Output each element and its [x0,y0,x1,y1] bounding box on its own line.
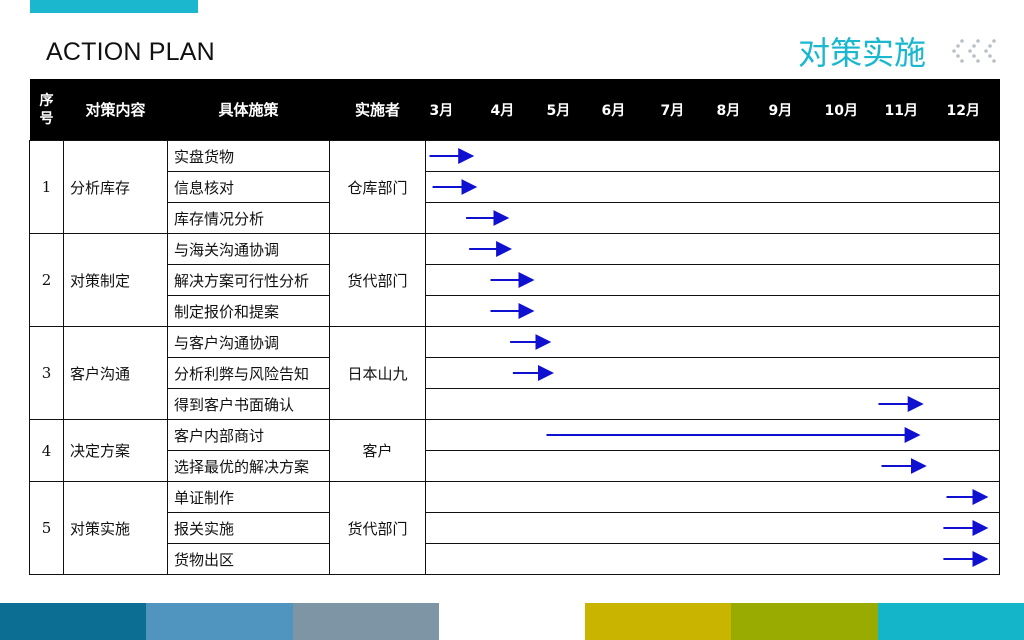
header-month: 3月 [425,79,487,141]
header-month: 4月 [486,79,543,141]
group-owner: 日本山九 [329,326,426,420]
task-timeline [425,202,1000,234]
task-timeline [425,357,1000,389]
table-row: 制定报价和提案 [30,295,1000,327]
task-name: 报关实施 [167,512,330,544]
group-owner: 货代部门 [329,233,426,327]
footer-color-block [0,603,147,640]
table-header-row: 序号 对策内容 具体施策 实施者 3月 4月 5月 6月 7月 8月 9月 10… [29,79,1000,141]
footer-color-block [438,603,586,640]
task-name: 客户内部商讨 [167,419,330,451]
group-number: 2 [29,233,64,327]
table-row: 得到客户书面确认 [30,388,1000,420]
table-row: 货物出区 [30,543,1000,575]
table-row: 分析利弊与风险告知 [30,357,1000,389]
task-name: 解决方案可行性分析 [167,264,330,296]
task-name: 与客户沟通协调 [167,326,330,358]
task-timeline [425,326,1000,358]
footer-color-band [0,603,1024,640]
group-number: 3 [29,326,64,420]
task-name: 货物出区 [167,543,330,575]
table-row: 3 客户沟通 与客户沟通协调 日本山九 [29,326,1000,420]
task-timeline [425,295,1000,327]
task-timeline [425,481,1000,513]
header-item: 对策内容 [63,79,168,141]
group-number: 5 [29,481,64,575]
header-month: 12月 [942,79,1000,141]
footer-color-block [731,603,878,640]
task-timeline [425,140,1000,172]
task-timeline [425,264,1000,296]
table-row: 2 对策制定 与海关沟通协调 货代部门 [29,233,1000,327]
task-name: 实盘货物 [167,140,330,172]
task-timeline [425,171,1000,203]
group-item: 客户沟通 [63,326,168,420]
group-owner: 客户 [329,419,426,482]
footer-color-block [877,603,1024,640]
group-item: 对策实施 [63,481,168,575]
group-item: 决定方案 [63,419,168,482]
task-name: 选择最优的解决方案 [167,450,330,482]
table-row: 1 分析库存 实盘货物 仓库部门 [29,140,1000,234]
task-timeline [425,543,1000,575]
page-title: ACTION PLAN [46,38,215,66]
table-row: 解决方案可行性分析 [30,264,1000,296]
task-name: 信息核对 [167,171,330,203]
task-name: 库存情况分析 [167,202,330,234]
task-name: 与海关沟通协调 [167,233,330,265]
header-month: 9月 [764,79,821,141]
dotted-chevrons-icon [952,39,996,63]
table-row: 选择最优的解决方案 [30,450,1000,482]
table-row: 信息核对 [30,171,1000,203]
header-seq-text: 序号 [39,92,54,127]
task-name: 得到客户书面确认 [167,388,330,420]
header-task: 具体施策 [167,79,330,141]
group-owner: 仓库部门 [329,140,426,234]
group-owner: 货代部门 [329,481,426,575]
table-row: 库存情况分析 [30,202,1000,234]
group-number: 1 [29,140,64,234]
page-subtitle: 对策实施 [798,34,927,72]
footer-color-block [146,603,293,640]
task-name: 单证制作 [167,481,330,513]
header-month: 10月 [820,79,881,141]
header-owner: 实施者 [329,79,426,141]
task-timeline [425,450,1000,482]
header-seq: 序号 [29,79,64,141]
header-month: 8月 [712,79,765,141]
header-month: 11月 [880,79,943,141]
table-row: 5 对策实施 单证制作 货代部门 [29,481,1000,575]
group-item: 分析库存 [63,140,168,234]
task-timeline [425,512,1000,544]
task-name: 制定报价和提案 [167,295,330,327]
footer-color-block [292,603,439,640]
action-plan-table: 序号 对策内容 具体施策 实施者 3月 4月 5月 6月 7月 8月 9月 10… [29,79,1000,575]
table-row: 报关实施 [30,512,1000,544]
group-item: 对策制定 [63,233,168,327]
table-row: 4 决定方案 客户内部商讨 客户 [29,419,1000,482]
header-month: 6月 [597,79,657,141]
header-month: 7月 [656,79,713,141]
top-accent-bar [30,0,198,13]
header-month: 5月 [542,79,598,141]
footer-color-block [585,603,732,640]
task-timeline [425,419,1000,451]
task-name: 分析利弊与风险告知 [167,357,330,389]
task-timeline [425,388,1000,420]
task-timeline [425,233,1000,265]
table-body: 1 分析库存 实盘货物 仓库部门 信息核对 库存情况分析 2 对策制定 与海关沟… [29,140,1000,575]
group-number: 4 [29,419,64,482]
